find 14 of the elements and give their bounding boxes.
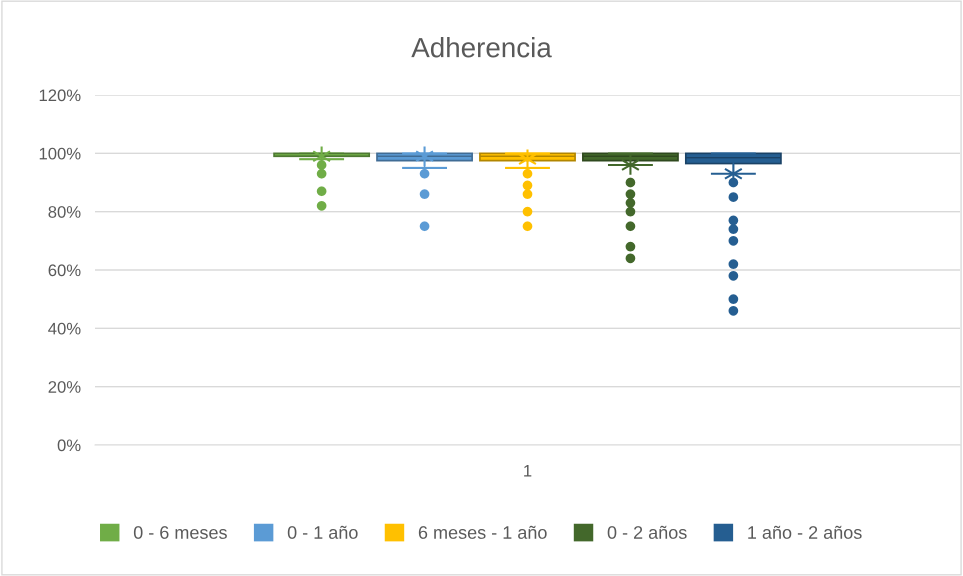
y-tick-label: 0% <box>58 439 81 452</box>
y-tick-label: 80% <box>48 206 81 218</box>
legend-label: 0 - 2 años <box>608 526 687 539</box>
legend-label: 6 meses - 1 año <box>418 526 547 539</box>
legend-label: 0 - 1 año <box>288 526 358 539</box>
x-tick-label: 1 <box>524 465 532 477</box>
legend-label: 1 año - 2 años <box>748 526 862 539</box>
y-tick-label: 20% <box>48 381 81 393</box>
y-tick-label: 120% <box>40 89 81 102</box>
chart-title: Adherencia <box>411 37 552 58</box>
y-tick-label: 40% <box>48 322 81 335</box>
legend-label: 0 - 6 meses <box>134 526 227 539</box>
y-tick-label: 100% <box>40 148 81 160</box>
y-tick-label: 60% <box>48 264 81 276</box>
